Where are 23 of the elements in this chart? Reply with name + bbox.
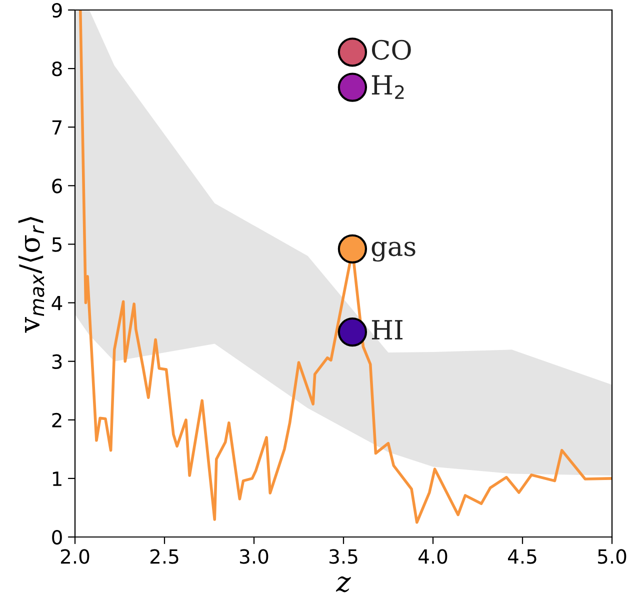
x-tick-label: 2.0: [60, 549, 90, 564]
series-label: CO: [372, 40, 411, 60]
y-tick-label: 3: [52, 354, 62, 369]
series-label: gas: [372, 242, 416, 262]
y-tick-label: 0: [52, 530, 62, 545]
x-tick-label: 4.0: [418, 549, 448, 564]
y-tick-label: 9: [52, 2, 62, 18]
y-tick-label: 6: [52, 178, 62, 194]
y-tick-label: 7: [52, 120, 62, 134]
y-tick-label: 4: [52, 296, 62, 310]
x-tick-label: 3.5: [330, 549, 358, 564]
x-tick-label: 4.5: [508, 549, 536, 564]
y-axis-title: v$_{max}$/⟨σ$_{r}$⟩: [18, 217, 44, 333]
x-tick-label: 2.5: [150, 549, 178, 564]
x-tick-label: 5.0: [598, 549, 626, 564]
x-tick-label: 3.0: [240, 549, 268, 564]
series-label: H$_{2}$: [372, 75, 404, 99]
x-axis-title: z: [336, 576, 351, 592]
y-tick-label: 2: [52, 412, 62, 428]
series-label: HI: [372, 320, 402, 340]
y-tick-label: 8: [52, 62, 62, 76]
y-tick-label: 1: [52, 472, 62, 486]
y-tick-label: 5: [52, 237, 62, 252]
